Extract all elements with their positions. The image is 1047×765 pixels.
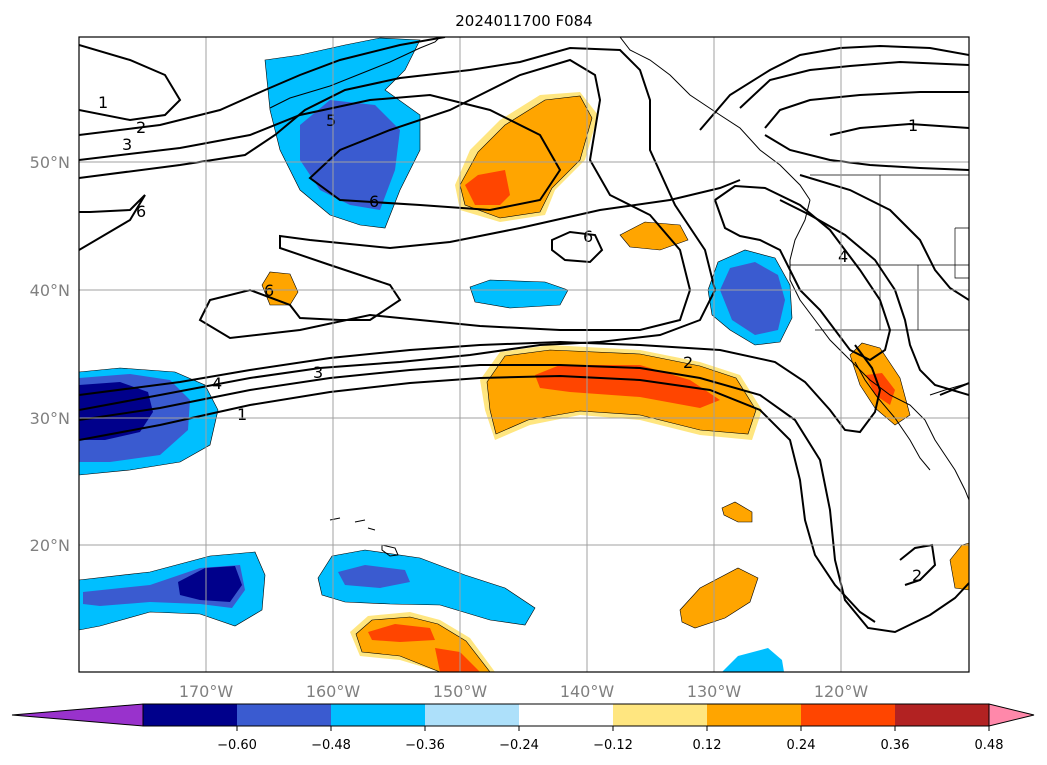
- colorbar-swatch: [143, 704, 237, 726]
- colorbar-tick-label: −0.36: [405, 738, 445, 753]
- contour-line-q: [799, 174, 969, 301]
- colorbar-extend-low: [11, 703, 144, 727]
- contour-line-d: [79, 46, 717, 411]
- contour-label: 3: [313, 363, 323, 382]
- map-panel: 1 2 3 5 6 6 6 6 4 3 1 2 1 4 2: [78, 36, 970, 673]
- colorbar-swatch: [237, 704, 331, 726]
- positive-anomaly-south-central-core: [368, 624, 480, 672]
- lon-label-150w: 150°W: [433, 682, 488, 701]
- latitude-labels: 50°N 40°N 30°N 20°N: [30, 153, 70, 555]
- contour-label: 5: [326, 111, 336, 130]
- colorbar-swatch: [519, 704, 613, 726]
- contour-label: 6: [369, 192, 379, 211]
- contour-label: 1: [98, 93, 108, 112]
- colorbar-frame: [142, 703, 990, 727]
- contour-line-e: [79, 194, 146, 251]
- colorbar-swatch: [801, 704, 895, 726]
- colorbar-swatch: [425, 704, 519, 726]
- colorbar-tick-label: −0.60: [217, 738, 257, 753]
- lon-label-160w: 160°W: [306, 682, 361, 701]
- contour-line-b: [79, 37, 446, 136]
- colorbar-tick-label: −0.12: [593, 738, 633, 753]
- colorbar-swatch: [895, 704, 989, 726]
- contour-label: 6: [583, 227, 593, 246]
- alaska-coast: [619, 37, 811, 201]
- contour-label: 1: [237, 405, 247, 424]
- negative-anomaly-central-pacific: [469, 279, 569, 309]
- lon-label-170w: 170°W: [179, 682, 234, 701]
- contour-label: 3: [122, 135, 132, 154]
- colorbar-swatch: [331, 704, 425, 726]
- positive-anomaly-gulf-alaska-core: [465, 170, 510, 205]
- contour-label: 4: [212, 374, 222, 393]
- lon-label-130w: 130°W: [687, 682, 742, 701]
- positive-anomaly-subtropical-core: [535, 365, 720, 408]
- positive-anomaly-small-2: [261, 271, 299, 306]
- negative-anomaly-aleutian-core: [300, 100, 400, 210]
- lat-label-20n: 20°N: [30, 536, 70, 555]
- lon-label-120w: 120°W: [814, 682, 869, 701]
- lat-label-40n: 40°N: [30, 281, 70, 300]
- positive-anomaly-small-3: [721, 501, 753, 523]
- contour-label: 4: [838, 247, 848, 266]
- contour-label: 2: [683, 353, 693, 372]
- colorbar-tick-label: 0.24: [787, 738, 816, 753]
- contour-line-a: [79, 44, 182, 122]
- colorbar-tick-label: 0.36: [881, 738, 910, 753]
- colorbar-tick-label: −0.24: [499, 738, 539, 753]
- aleutian-chain-coast: [269, 37, 441, 109]
- colorbar-swatch: [707, 704, 801, 726]
- contour-label: 2: [136, 118, 146, 137]
- hawaii-islands: [329, 517, 399, 557]
- graticule: [79, 37, 969, 672]
- positive-anomaly-small-1: [619, 221, 689, 251]
- colorbar-tick-label: 0.48: [975, 738, 1004, 753]
- contour-line-s: [939, 382, 969, 396]
- contour-line-i: [551, 230, 604, 264]
- negative-anomaly-south-east: [722, 648, 784, 672]
- negative-anomaly-south-central-core: [338, 565, 410, 588]
- contour-line-l: [699, 44, 969, 131]
- contour-line-m: [764, 91, 969, 129]
- contour-line-j: [713, 184, 892, 362]
- colorbar-tick-label: −0.48: [311, 738, 351, 753]
- shaded-anomaly-fields: [79, 37, 969, 672]
- lat-label-30n: 30°N: [30, 409, 70, 428]
- contour-line-g: [79, 364, 969, 634]
- negative-anomaly-dateline-core: [79, 382, 153, 440]
- colorbar-swatch: [613, 704, 707, 726]
- longitude-labels: 170°W 160°W 150°W 140°W 130°W 120°W: [179, 682, 869, 701]
- contour-line-c: [79, 58, 741, 340]
- contour-label: 2: [912, 566, 922, 585]
- colorbar-extend-high: [988, 703, 1035, 727]
- contour-label: 6: [136, 202, 146, 221]
- positive-anomaly-east-edge: [949, 542, 969, 591]
- map-title: 2024011700 F084: [455, 12, 592, 30]
- lon-label-140w: 140°W: [560, 682, 615, 701]
- negative-anomaly-california-core: [720, 262, 785, 335]
- contour-line-r: [899, 543, 937, 586]
- contour-label: 1: [908, 116, 918, 135]
- contour-line-p: [779, 199, 969, 396]
- negative-anomaly-south-west-core: [178, 566, 242, 602]
- contour-line-h: [79, 374, 876, 623]
- contour-line-k: [739, 60, 969, 109]
- colorbar-tick-label: 0.12: [693, 738, 722, 753]
- lat-label-50n: 50°N: [30, 153, 70, 172]
- map-frame: [78, 36, 970, 673]
- contour-line-f: [79, 340, 882, 434]
- colorbar: −0.60 −0.48 −0.36 −0.24 −0.12 0.12 0.24 0.36 0.4…: [11, 703, 1035, 753]
- height-contours: [79, 37, 969, 634]
- positive-anomaly-south-east: [679, 567, 759, 629]
- contour-line-o: [829, 122, 969, 136]
